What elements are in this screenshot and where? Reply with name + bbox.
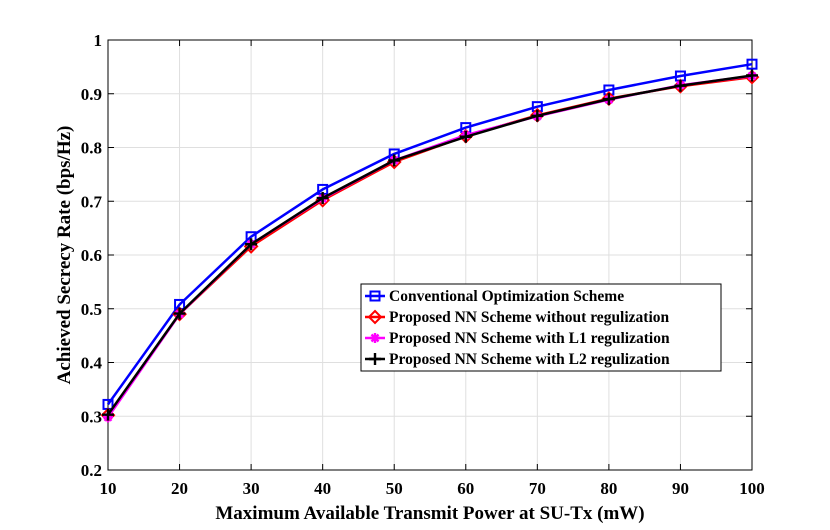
x-tick-label: 80 (600, 479, 617, 498)
x-tick-label: 10 (100, 479, 117, 498)
y-tick-label: 0.7 (81, 192, 103, 211)
data-point (674, 79, 687, 92)
y-tick-label: 0.6 (81, 246, 102, 265)
legend-label-nn-no-reg: Proposed NN Scheme without regulization (389, 309, 670, 326)
legend-swatch-marker (369, 290, 381, 302)
y-tick-label: 0.4 (81, 354, 103, 373)
x-tick-label: 60 (457, 479, 474, 498)
data-point (531, 109, 544, 122)
data-point (602, 93, 615, 106)
y-tick-label: 0.3 (81, 407, 102, 426)
data-point (459, 130, 472, 143)
data-point (388, 154, 401, 167)
data-point (245, 238, 258, 251)
y-tick-label: 0.2 (81, 461, 102, 480)
y-tick-label: 0.9 (81, 85, 102, 104)
y-tick-label: 1 (94, 31, 103, 50)
legend-box (360, 283, 722, 372)
data-point (173, 307, 186, 320)
x-tick-label: 100 (739, 479, 765, 498)
legend-label-nn-l1: Proposed NN Scheme with L1 regulization (389, 330, 670, 347)
series-line-4 (106, 74, 753, 416)
x-tick-label: 90 (672, 479, 689, 498)
data-point (172, 306, 187, 322)
legend: Conventional Optimization Scheme Propose… (360, 283, 722, 372)
axis-ticks: 10 20 30 40 50 60 70 80 90 100 0.2 0.3 0.4 0.5 0.6 0.7 0… (81, 31, 765, 498)
series-line-1 (106, 62, 753, 406)
x-tick-label: 20 (171, 479, 188, 498)
y-tick-label: 0.8 (81, 139, 102, 158)
x-tick-label: 40 (314, 479, 331, 498)
series-4 (102, 69, 758, 421)
legend-label-nn-l2: Proposed NN Scheme with L2 regulization (389, 351, 670, 368)
data-point (316, 192, 329, 205)
legend-label-conventional: Conventional Optimization Scheme (389, 288, 624, 305)
y-axis-title: Achieved Secrecy Rate (bps/Hz) (54, 126, 75, 385)
x-tick-label: 30 (243, 479, 260, 498)
y-tick-label: 0.5 (81, 300, 102, 319)
series-group (100, 58, 760, 423)
x-axis-title: Maximum Available Transmit Power at SU-T… (215, 503, 644, 524)
legend-swatch-marker (367, 309, 383, 325)
data-point (102, 408, 114, 421)
data-point (746, 58, 758, 70)
legend-swatch-marker (370, 333, 380, 343)
x-tick-label: 70 (529, 479, 546, 498)
x-tick-label: 50 (386, 479, 403, 498)
data-point (746, 69, 758, 82)
legend-swatch-marker (369, 353, 381, 365)
